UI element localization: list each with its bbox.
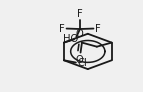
Text: HO: HO (63, 34, 78, 44)
Text: F: F (77, 9, 83, 19)
Text: Cl: Cl (77, 58, 87, 68)
Text: O: O (76, 55, 84, 65)
Text: O: O (75, 29, 83, 39)
Text: F: F (59, 24, 65, 34)
Text: F: F (95, 24, 101, 34)
